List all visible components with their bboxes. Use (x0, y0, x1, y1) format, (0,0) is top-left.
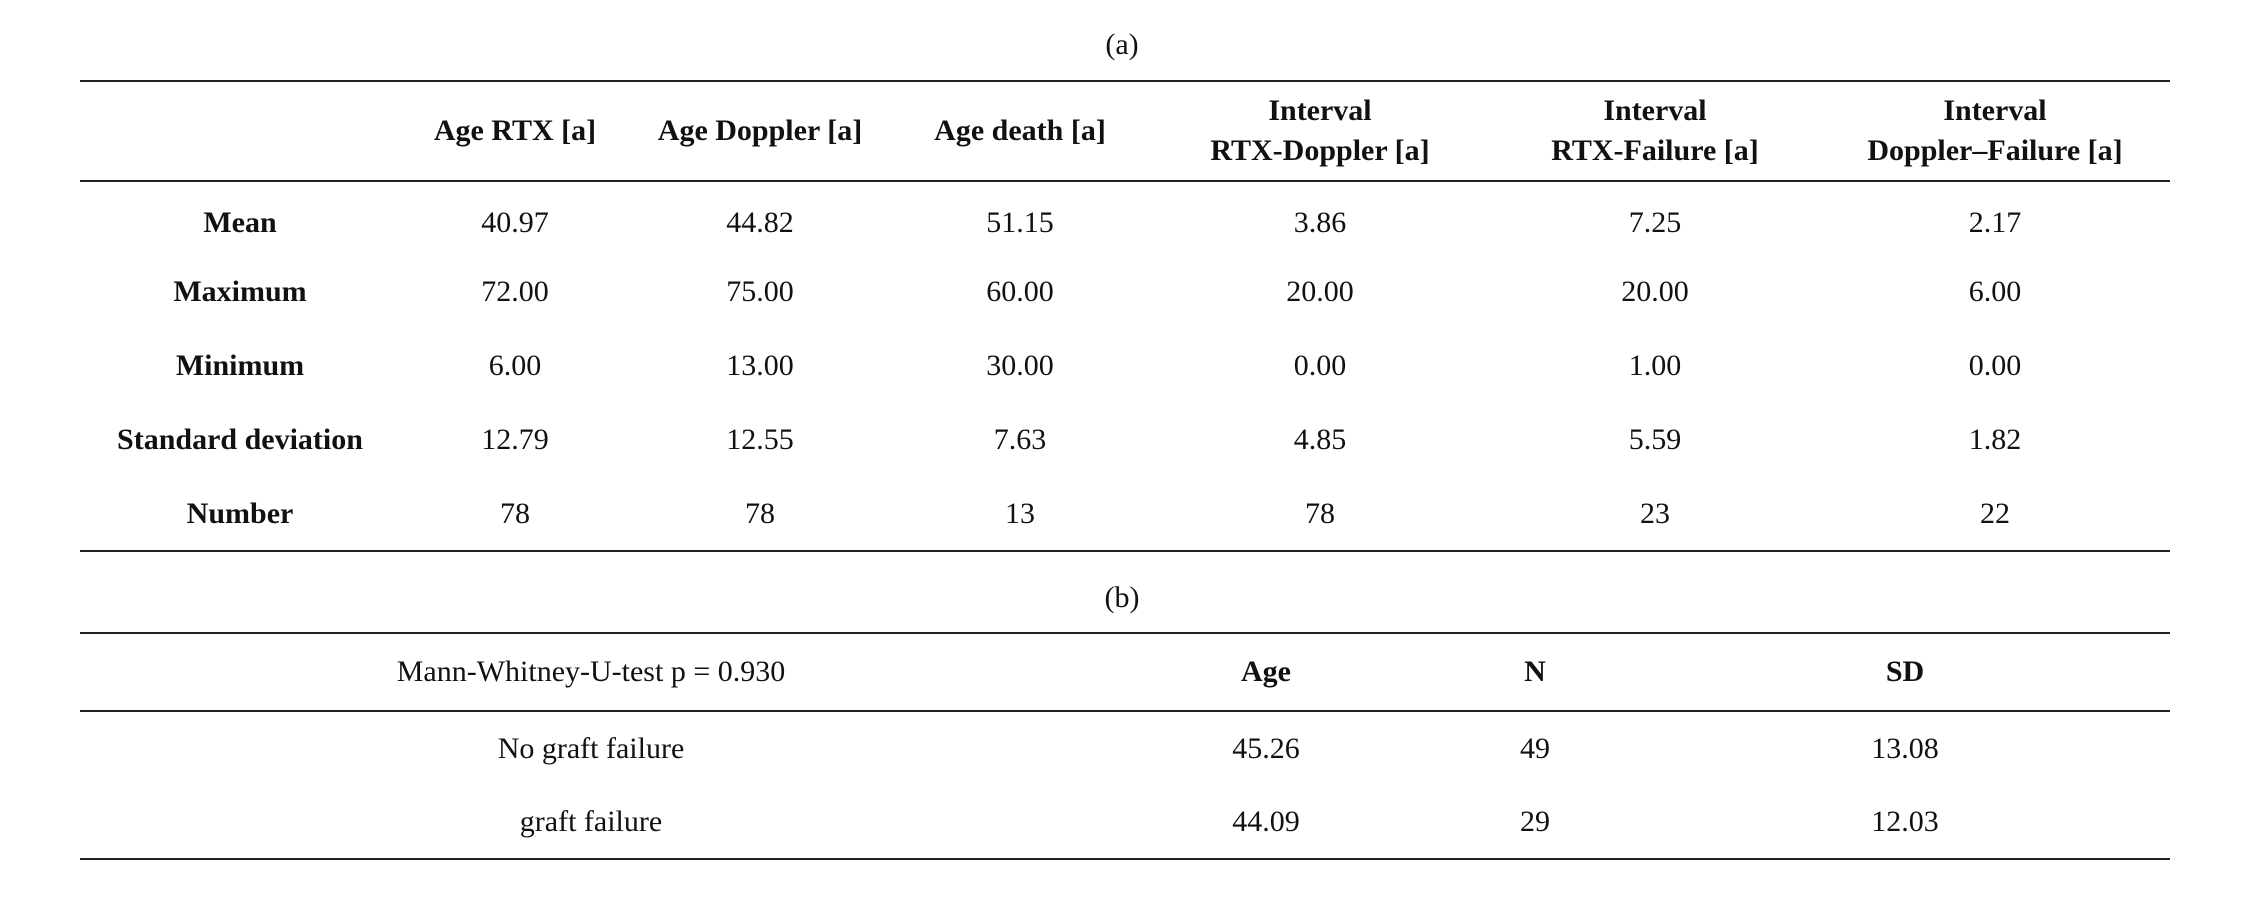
table-cell: 44.09 (1232, 804, 1300, 838)
table-cell: 5.59 (1628, 423, 1682, 456)
column-header-n: N (1430, 633, 1640, 712)
table-cell: 12.55 (726, 423, 794, 456)
row-label: Standard deviation (117, 423, 363, 456)
table-cell: 0.00 (1293, 349, 1347, 382)
table-cell: 0.00 (1968, 349, 2022, 382)
table-a-header-corner (80, 81, 400, 182)
column-header-interval-rtx-doppler: Interval RTX-Doppler [a] (1150, 81, 1490, 182)
table-cell: 75.00 (726, 275, 794, 308)
column-header-line-1: Interval (1943, 94, 2047, 127)
row-label: Maximum (173, 275, 307, 308)
table-cell: 22 (1980, 496, 2010, 530)
table-cell: 44.82 (726, 205, 794, 239)
column-header-line-2: Doppler–Failure [a] (1867, 134, 2123, 167)
row-label: Minimum (175, 349, 305, 382)
table-row-standard-deviation: Standard deviation 12.79 12.55 7.63 4.85… (80, 403, 2170, 477)
table-cell: 60.00 (986, 275, 1054, 308)
column-header-age-doppler: Age Doppler [a] (630, 81, 890, 182)
table-row-mean: Mean 40.97 44.82 51.15 3.86 7.25 2.17 (80, 181, 2170, 255)
column-header-interval-rtx-failure: Interval RTX-Failure [a] (1490, 81, 1820, 182)
table-row-minimum: Minimum 6.00 13.00 30.00 0.00 1.00 0.00 (80, 329, 2170, 403)
table-cell: 30.00 (986, 349, 1054, 382)
table-cell: 6.00 (1968, 275, 2022, 308)
table-cell: 4.85 (1293, 423, 1347, 456)
table-cell: 12.03 (1871, 804, 1939, 838)
column-header-age: Age (1102, 633, 1430, 712)
table-cell: 13.00 (726, 349, 794, 382)
column-header-age-death: Age death [a] (890, 81, 1150, 182)
row-label: Number (186, 496, 294, 530)
table-row-no-graft-failure: No graft failure 45.26 49 13.08 (80, 711, 2170, 785)
table-cell: 78 (745, 496, 775, 530)
table-cell: 1.82 (1968, 423, 2022, 456)
column-header-age-rtx: Age RTX [a] (400, 81, 630, 182)
table-row-number: Number 78 78 13 78 23 22 (80, 477, 2170, 551)
table-cell: 1.00 (1628, 349, 1682, 382)
table-cell: 3.86 (1293, 205, 1347, 239)
table-cell: 13.08 (1871, 731, 1939, 765)
table-cell: 12.79 (481, 423, 549, 456)
table-cell: 6.00 (488, 349, 542, 382)
graft-failure-comparison-table: Mann-Whitney-U-test p = 0.930 Age N SD N… (80, 632, 2170, 860)
table-cell: 49 (1520, 731, 1550, 765)
table-cell: 20.00 (1286, 275, 1354, 308)
table-a-header-row: Age RTX [a] Age Doppler [a] Age death [a… (80, 81, 2170, 182)
table-row-graft-failure: graft failure 44.09 29 12.03 (80, 785, 2170, 859)
table-cell: 72.00 (481, 275, 549, 308)
table-cell: 7.63 (993, 423, 1047, 456)
column-header-sd: SD (1640, 633, 2170, 712)
table-cell: 29 (1520, 804, 1550, 838)
row-label: Mean (203, 205, 277, 239)
table-cell: 2.17 (1968, 205, 2022, 239)
column-header-line-2: RTX-Failure [a] (1551, 134, 1759, 167)
table-cell: 78 (500, 496, 530, 530)
column-header-line-2: RTX-Doppler [a] (1210, 134, 1430, 167)
row-label: graft failure (519, 804, 663, 838)
table-cell: 7.25 (1628, 205, 1682, 239)
table-b-caption: (b) (1104, 581, 1140, 614)
table-cell: 78 (1305, 496, 1335, 530)
row-label: No graft failure (497, 731, 685, 765)
table-row-maximum: Maximum 72.00 75.00 60.00 20.00 20.00 6.… (80, 255, 2170, 329)
column-header-line-1: Interval (1603, 94, 1707, 127)
table-cell: 40.97 (481, 205, 549, 239)
table-cell: 23 (1640, 496, 1670, 530)
table-cell: 45.26 (1232, 731, 1300, 765)
table-cell: 51.15 (986, 205, 1054, 239)
table-b-header-row: Mann-Whitney-U-test p = 0.930 Age N SD (80, 633, 2170, 712)
test-result-label: Mann-Whitney-U-test p = 0.930 (80, 633, 1102, 712)
table-cell: 20.00 (1621, 275, 1689, 308)
table-cell: 13 (1005, 496, 1035, 530)
column-header-line-1: Interval (1268, 94, 1372, 127)
table-a-caption: (a) (1105, 28, 1139, 61)
summary-statistics-table: Age RTX [a] Age Doppler [a] Age death [a… (80, 80, 2170, 552)
column-header-interval-doppler-failure: Interval Doppler–Failure [a] (1820, 81, 2170, 182)
